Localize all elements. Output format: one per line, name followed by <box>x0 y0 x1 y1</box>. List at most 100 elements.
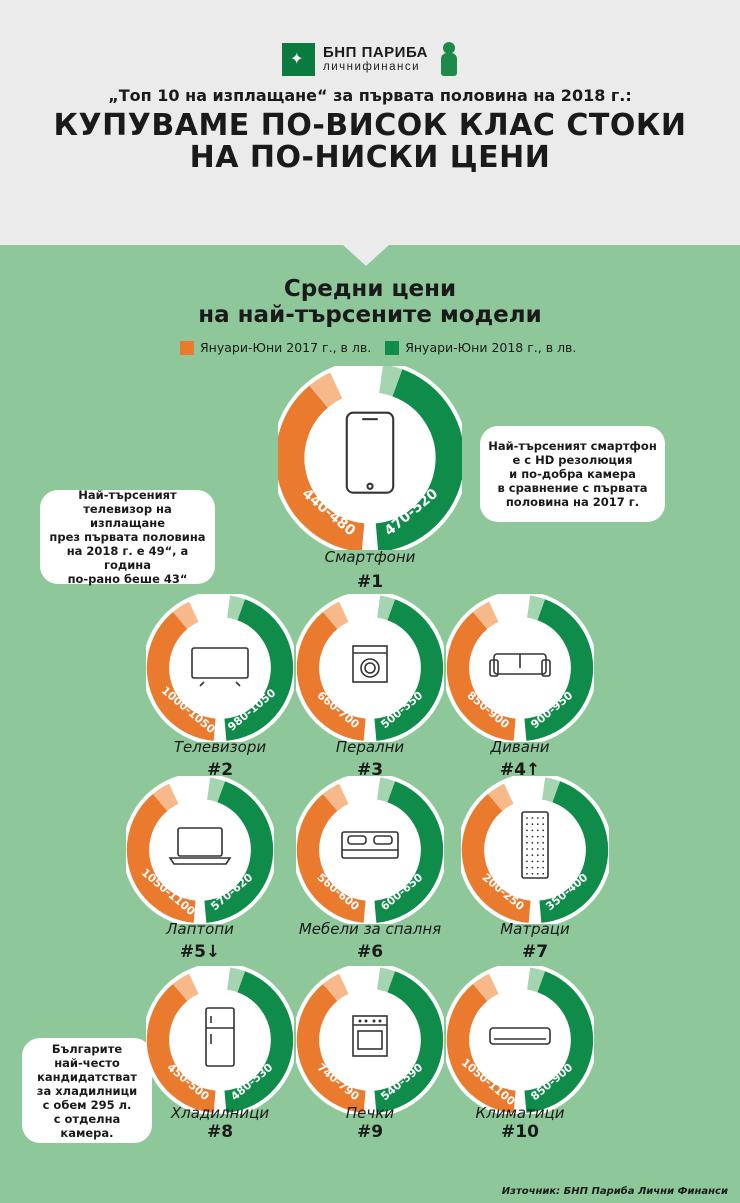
item-caption: Мебели за спалня <box>298 920 442 938</box>
item-sofa: 850-900 900-950 <box>446 594 594 742</box>
fridge-icon <box>205 1007 235 1067</box>
item-rank: #3 <box>356 760 384 780</box>
legend-item-2017: Януари-Юни 2017 г., в лв. <box>180 340 371 355</box>
legend-swatch-orange <box>180 340 194 355</box>
stove-icon <box>352 1015 388 1057</box>
arc-2017 <box>278 385 365 550</box>
washing-machine-icon <box>352 645 388 683</box>
bubble-fridge-line: Българите <box>51 1041 123 1056</box>
item-caption: Дивани <box>490 738 550 756</box>
bubble-tv: Най-търсеният телевизор на изплащане пре… <box>40 488 215 586</box>
item-smartphone: 440-480 470-520 <box>278 366 462 550</box>
bed-icon <box>341 831 399 859</box>
bubble-smartphone-line: в сравнение с първата <box>497 481 648 495</box>
arc-2017 <box>146 983 217 1113</box>
item-fridge: 450-500 480-530 <box>146 966 294 1114</box>
price-donut: 850-900 900-950 <box>446 594 594 742</box>
bubble-smartphone-line: половина на 2017 г. <box>505 495 640 509</box>
arc-2018 <box>524 599 594 741</box>
bubble-smartphone-line: Най-търсеният смартфон <box>488 439 657 453</box>
brand-name: БНП ПАРИБА <box>323 44 429 62</box>
arc-2018-range <box>226 967 246 993</box>
bubble-tv-line: Най-търсеният <box>78 488 177 502</box>
legend: Януари-Юни 2017 г., в лв. Януари-Юни 201… <box>180 340 576 355</box>
arc-2017 <box>296 611 367 741</box>
headline: КУПУВАМЕ ПО-ВИСОК КЛАС СТОКИ НА ПО-НИСКИ… <box>0 110 740 174</box>
section-title-line-1: Средни цени <box>283 276 457 302</box>
item-bed: 560-600 600-650 <box>296 776 444 924</box>
headline-line-2: НА ПО-НИСКИ ЦЕНИ <box>189 140 551 175</box>
bubble-smartphone-line: е с HD резолюция <box>512 453 633 467</box>
item-rank: #4↑ <box>499 760 541 780</box>
bubble-tv-line: на 2018 г. е 49“, а година <box>66 544 189 572</box>
bubble-tv-line: през първата половина <box>49 530 206 544</box>
bubble-smartphone-line: и по-добра камера <box>509 467 636 481</box>
headline-line-1: КУПУВАМЕ ПО-ВИСОК КЛАС СТОКИ <box>53 108 687 143</box>
donut-background <box>278 366 462 550</box>
mattress-icon <box>521 811 549 879</box>
bubble-fridge: Българите най-често кандидатстват за хла… <box>22 1038 152 1143</box>
bubble-fridge-line: за хладилници <box>36 1083 138 1098</box>
arc-2018 <box>224 599 294 741</box>
brand-logo: БНП ПАРИБА личнифинанси <box>282 42 460 76</box>
brand-sub: личнифинанси <box>323 60 421 73</box>
item-caption: Хладилници <box>170 1104 270 1122</box>
item-stove: 740-790 540-590 <box>296 966 444 1114</box>
arc-2018-range <box>541 777 561 803</box>
item-mattress: 200-250 350-400 <box>461 776 609 924</box>
legend-item-2018: Януари-Юни 2018 г., в лв. <box>385 340 576 355</box>
section-title: Средни цени на най-търсените модели <box>0 276 740 328</box>
arc-2018 <box>539 781 609 923</box>
arc-2018 <box>374 599 444 741</box>
arc-2017-range <box>152 783 179 812</box>
price-donut: 740-790 540-590 <box>296 966 444 1114</box>
item-caption: Климатици <box>475 1104 565 1122</box>
arc-2018-range <box>526 967 546 993</box>
arc-2017 <box>446 983 517 1113</box>
item-rank: #10 <box>501 1122 539 1142</box>
arc-2018-range <box>376 595 396 621</box>
section-title-line-2: на най-търсените модели <box>198 302 542 328</box>
arc-2018-range <box>206 777 226 803</box>
item-laptop: 1050-1100 570-620 <box>126 776 274 924</box>
header-notch <box>342 244 390 266</box>
price-donut: 1000-1050 980-1050 <box>146 594 294 742</box>
arc-2017-range <box>322 601 349 630</box>
item-caption: Матраци <box>500 920 570 938</box>
price-donut: 660-700 500-550 <box>296 594 444 742</box>
item-caption: Перални <box>335 738 405 756</box>
legend-swatch-green <box>385 340 400 355</box>
arc-2018-range <box>526 595 546 621</box>
subtitle: „Топ 10 на изплащане“ за първата половин… <box>108 86 632 105</box>
arc-2018-range <box>376 967 396 993</box>
bubble-fridge-line: с отделна камера. <box>53 1111 121 1140</box>
source-note: Източник: БНП Париба Лични Финанси <box>501 1186 728 1197</box>
item-rank: #7 <box>521 942 549 962</box>
arc-2017-range <box>309 372 343 409</box>
price-donut: 440-480 470-520 <box>278 366 462 550</box>
arc-2017 <box>461 793 532 923</box>
arc-2018 <box>524 971 594 1113</box>
arc-2018-range <box>226 595 246 621</box>
arc-2018-range <box>376 777 396 803</box>
arc-2017-range <box>472 973 499 1002</box>
item-rank: #8 <box>206 1122 234 1142</box>
smartphone-icon <box>345 411 395 494</box>
laptop-icon <box>168 827 232 865</box>
item-caption: Телевизори <box>173 738 267 756</box>
bubble-fridge-line: най-често <box>54 1055 120 1070</box>
arc-2018 <box>374 781 444 923</box>
bubble-tv-line: по-рано беше 43“ <box>67 572 188 586</box>
item-caption: Смартфони <box>324 548 416 566</box>
tv-icon <box>191 647 249 687</box>
arc-2017 <box>126 793 197 923</box>
arc-2017-range <box>172 973 199 1002</box>
bubble-fridge-line: с обем 295 л. <box>42 1097 132 1112</box>
arc-2018-range <box>378 366 403 397</box>
item-rank: #5↓ <box>179 942 221 962</box>
sofa-icon <box>489 653 551 677</box>
arc-2017-range <box>322 973 349 1002</box>
item-caption: Печки <box>345 1104 395 1122</box>
item-rank: #2 <box>206 760 234 780</box>
legend-label-2017: Януари-Юни 2017 г., в лв. <box>200 340 372 355</box>
